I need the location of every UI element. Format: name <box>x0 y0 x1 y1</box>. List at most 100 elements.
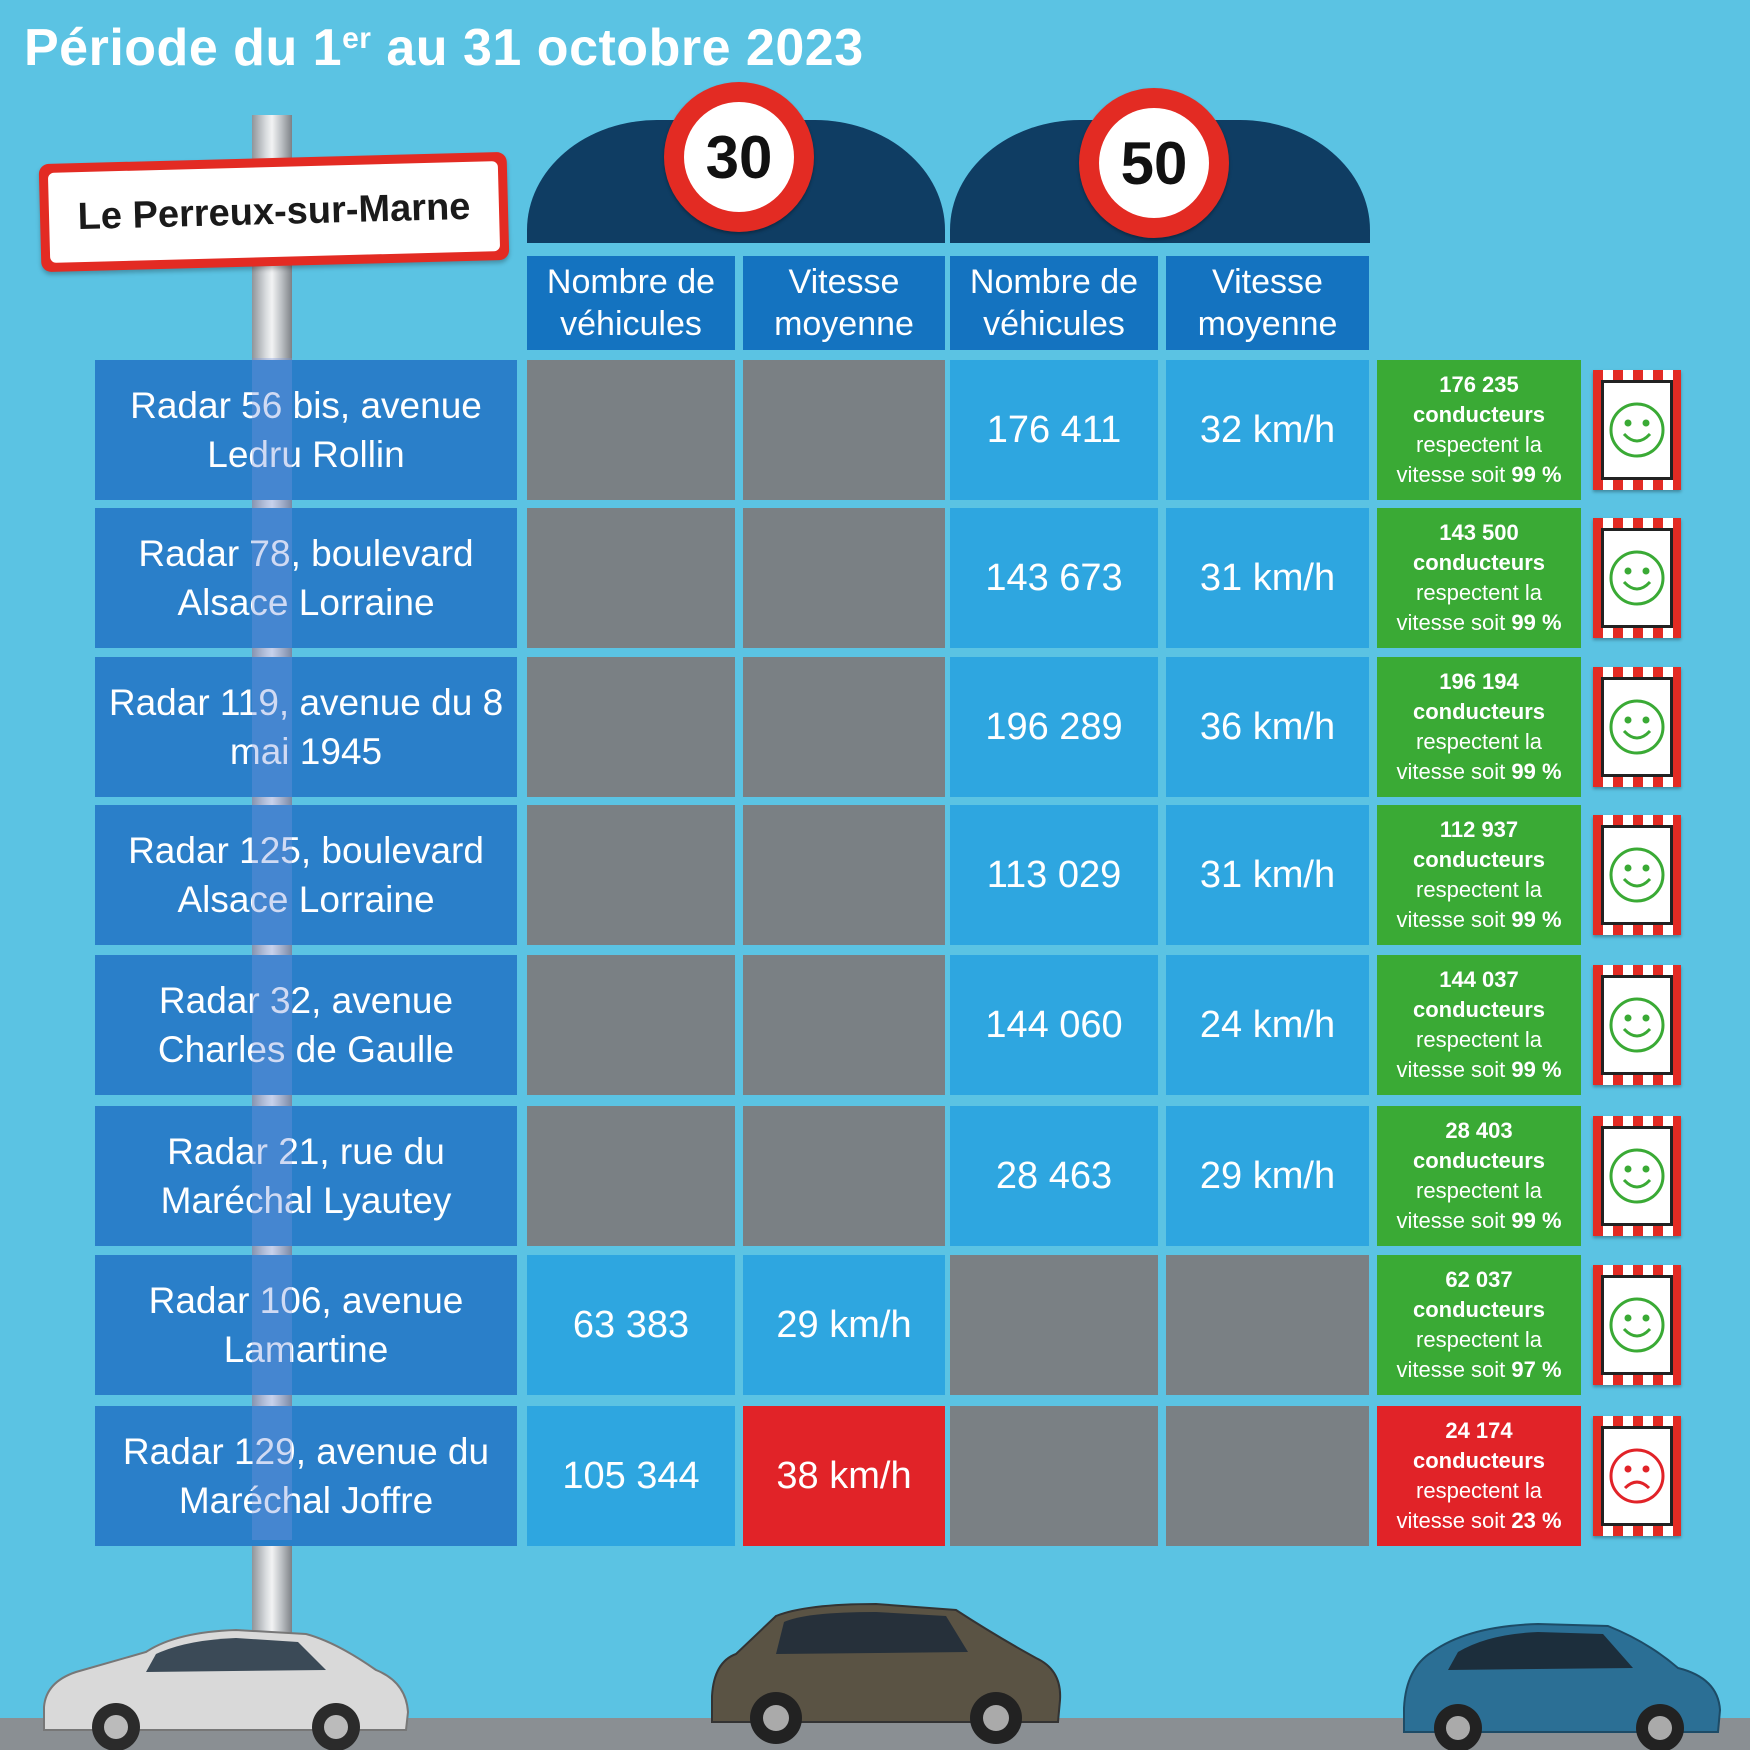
compliant-text: respectent la <box>1416 1327 1542 1352</box>
zone50-count: 113 029 <box>950 805 1158 945</box>
compliant-word: conducteurs <box>1413 847 1545 872</box>
compliant-text: respectent la <box>1416 432 1542 457</box>
smiley-happy-icon <box>1593 667 1681 787</box>
zone30-count-empty <box>527 955 735 1095</box>
zone30-speed-empty <box>743 955 945 1095</box>
compliant-word: conducteurs <box>1413 402 1545 427</box>
speed-limit-30-sign: 30 <box>664 82 814 232</box>
compliance-status: 143 500 conducteurs respectent la vitesse s… <box>1377 508 1581 648</box>
compliant-line: vitesse soit 99 % <box>1396 610 1561 635</box>
col-header-30-count: Nombre de véhicules <box>527 256 735 350</box>
smiley-sad-icon <box>1593 1416 1681 1536</box>
car-illustration-brown <box>706 1596 1066 1746</box>
compliant-count: 62 037 <box>1445 1267 1512 1292</box>
compliant-count: 176 235 <box>1439 372 1519 397</box>
zone50-speed-empty <box>1166 1255 1369 1395</box>
zone50-count-empty <box>950 1406 1158 1546</box>
zone50-count: 28 463 <box>950 1106 1158 1246</box>
compliant-word: conducteurs <box>1413 997 1545 1022</box>
zone50-count-empty <box>950 1255 1158 1395</box>
compliant-text2: vitesse soit <box>1396 907 1511 932</box>
zone50-count: 143 673 <box>950 508 1158 648</box>
compliant-text: respectent la <box>1416 580 1542 605</box>
zone30-count: 105 344 <box>527 1406 735 1546</box>
smiley-happy-icon <box>1593 370 1681 490</box>
zone50-count: 196 289 <box>950 657 1158 797</box>
zone30-count-empty <box>527 1106 735 1246</box>
compliance-status: 112 937 conducteurs respectent la vitesse s… <box>1377 805 1581 945</box>
compliant-percent: 99 % <box>1511 1208 1561 1233</box>
compliant-text: respectent la <box>1416 1027 1542 1052</box>
compliant-percent: 97 % <box>1511 1357 1561 1382</box>
compliant-text2: vitesse soit <box>1396 1508 1511 1533</box>
smiley-happy-icon <box>1593 965 1681 1085</box>
compliant-text: respectent la <box>1416 877 1542 902</box>
zone50-speed: 31 km/h <box>1166 508 1369 648</box>
compliant-text2: vitesse soit <box>1396 462 1511 487</box>
zone50-count: 144 060 <box>950 955 1158 1095</box>
compliant-text2: vitesse soit <box>1396 1208 1511 1233</box>
speed-limit-30-value: 30 <box>684 102 794 212</box>
compliant-line: vitesse soit 23 % <box>1396 1508 1561 1533</box>
compliant-percent: 99 % <box>1511 907 1561 932</box>
zone50-speed-empty <box>1166 1406 1369 1546</box>
compliant-percent: 99 % <box>1511 462 1561 487</box>
col-header-50-count: Nombre de véhicules <box>950 256 1158 350</box>
zone30-count-empty <box>527 508 735 648</box>
zone30-speed-empty <box>743 1106 945 1246</box>
zone50-speed: 36 km/h <box>1166 657 1369 797</box>
compliant-text2: vitesse soit <box>1396 759 1511 784</box>
smiley-happy-icon <box>1593 1116 1681 1236</box>
smiley-happy-icon <box>1593 815 1681 935</box>
zone30-speed: 38 km/h <box>743 1406 945 1546</box>
radar-label: Radar 119, avenue du 8 mai 1945 <box>95 657 517 797</box>
zone30-count-empty <box>527 657 735 797</box>
zone50-speed: 24 km/h <box>1166 955 1369 1095</box>
compliant-word: conducteurs <box>1413 550 1545 575</box>
compliant-text2: vitesse soit <box>1396 1357 1511 1382</box>
smiley-happy-icon <box>1593 518 1681 638</box>
zone30-count-empty <box>527 805 735 945</box>
zone50-speed: 32 km/h <box>1166 360 1369 500</box>
car-illustration-white <box>36 1612 416 1750</box>
compliant-line: vitesse soit 97 % <box>1396 1357 1561 1382</box>
smiley-happy-icon <box>1593 1265 1681 1385</box>
compliant-line: vitesse soit 99 % <box>1396 907 1561 932</box>
compliant-line: vitesse soit 99 % <box>1396 1057 1561 1082</box>
compliance-status: 62 037 conducteurs respectent la vitesse so… <box>1377 1255 1581 1395</box>
compliant-word: conducteurs <box>1413 1448 1545 1473</box>
car-illustration-blue <box>1398 1612 1728 1750</box>
col-header-50-speed: Vitesse moyenne <box>1166 256 1369 350</box>
zone50-speed: 31 km/h <box>1166 805 1369 945</box>
compliant-line: vitesse soit 99 % <box>1396 462 1561 487</box>
zone50-count: 176 411 <box>950 360 1158 500</box>
compliant-line: vitesse soit 99 % <box>1396 759 1561 784</box>
compliant-percent: 99 % <box>1511 610 1561 635</box>
compliant-count: 196 194 <box>1439 669 1519 694</box>
compliant-text: respectent la <box>1416 729 1542 754</box>
compliance-status: 144 037 conducteurs respectent la vitesse s… <box>1377 955 1581 1095</box>
compliance-status: 28 403 conducteurs respectent la vitesse so… <box>1377 1106 1581 1246</box>
radar-label: Radar 21, rue du Maréchal Lyautey <box>95 1106 517 1246</box>
zone30-speed-empty <box>743 508 945 648</box>
compliant-count: 24 174 <box>1445 1418 1512 1443</box>
compliance-status: 24 174 conducteurs respectent la vitesse so… <box>1377 1406 1581 1546</box>
compliant-count: 28 403 <box>1445 1118 1512 1143</box>
col-header-30-speed: Vitesse moyenne <box>743 256 945 350</box>
compliant-line: vitesse soit 99 % <box>1396 1208 1561 1233</box>
zone30-count-empty <box>527 360 735 500</box>
compliant-text2: vitesse soit <box>1396 610 1511 635</box>
compliance-status: 176 235 conducteurs respectent la vitesse s… <box>1377 360 1581 500</box>
compliant-count: 144 037 <box>1439 967 1519 992</box>
zone50-speed: 29 km/h <box>1166 1106 1369 1246</box>
radar-label: Radar 106, avenue Lamartine <box>95 1255 517 1395</box>
radar-label: Radar 129, avenue du Maréchal Joffre <box>95 1406 517 1546</box>
radar-label: Radar 125, boulevard Alsace Lorraine <box>95 805 517 945</box>
zone30-count: 63 383 <box>527 1255 735 1395</box>
speed-limit-50-sign: 50 <box>1079 88 1229 238</box>
compliant-percent: 99 % <box>1511 1057 1561 1082</box>
zone30-speed-empty <box>743 360 945 500</box>
radar-label: Radar 78, boulevard Alsace Lorraine <box>95 508 517 648</box>
compliant-count: 112 937 <box>1440 817 1518 842</box>
compliant-text2: vitesse soit <box>1396 1057 1511 1082</box>
